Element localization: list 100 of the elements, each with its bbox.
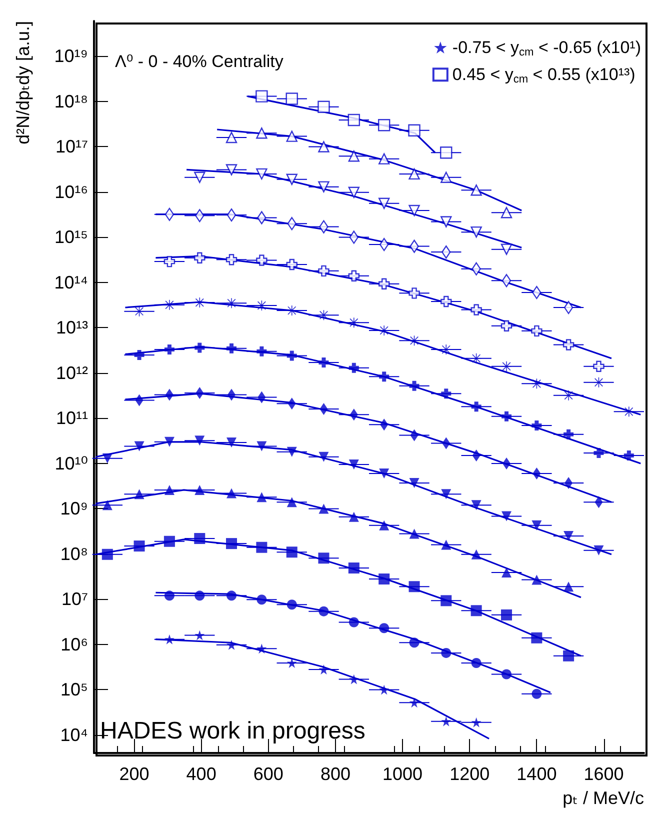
point: [194, 630, 205, 640]
point: [378, 119, 390, 132]
point: [194, 590, 205, 601]
point: [194, 172, 206, 183]
y-tick-label: 10¹¹: [56, 408, 88, 428]
point: [286, 258, 298, 270]
point: [226, 298, 236, 308]
point: [286, 658, 297, 668]
point: [134, 489, 144, 500]
point: [348, 617, 359, 628]
point: [256, 594, 267, 605]
point: [379, 238, 389, 252]
point: [500, 207, 512, 218]
y-tick-label: 10¹³: [56, 318, 88, 338]
point: [563, 650, 574, 662]
point: [379, 372, 390, 382]
point: [348, 150, 360, 162]
x-tick-label: 1200: [450, 764, 490, 784]
point: [378, 278, 390, 290]
y-tick-label: 10¹⁷: [55, 136, 88, 157]
point: [471, 500, 482, 510]
y-tick-label: 10¹⁶: [54, 182, 88, 202]
point: [286, 497, 297, 508]
point: [286, 600, 297, 610]
point: [408, 124, 420, 136]
point: [471, 549, 482, 560]
point: [564, 582, 574, 592]
point: [256, 644, 267, 654]
point: [348, 318, 359, 328]
point: [502, 361, 512, 372]
point: [226, 132, 238, 144]
point: [441, 716, 452, 726]
point: [194, 484, 205, 495]
point: [502, 669, 512, 680]
point: [286, 174, 298, 185]
point: [164, 634, 174, 644]
point: [226, 538, 237, 550]
point: [594, 545, 604, 556]
point: [441, 648, 452, 658]
point: [624, 406, 634, 417]
point: [408, 581, 420, 592]
point: [318, 265, 330, 277]
point: [226, 208, 236, 222]
point: [564, 530, 574, 541]
y-tick-label: 10¹⁸: [54, 91, 88, 112]
point: [410, 240, 419, 253]
point: [624, 450, 634, 461]
point: [378, 574, 390, 584]
point: [409, 380, 420, 391]
point: [318, 358, 329, 368]
point: [226, 590, 236, 601]
y-tick-label: 10¹⁰: [54, 453, 88, 474]
point: [318, 100, 330, 113]
y-tick-label: 10⁷: [61, 589, 88, 610]
point: [409, 638, 420, 648]
point: [194, 298, 205, 308]
point: [470, 184, 482, 196]
point: [134, 306, 144, 316]
point: [256, 127, 268, 139]
point: [471, 353, 482, 364]
point: [286, 350, 297, 361]
text: Λ⁰ - 0 - 40% Centrality: [115, 52, 284, 71]
point: [379, 684, 390, 695]
x-tick-label: 200: [119, 764, 150, 784]
point: [502, 274, 512, 288]
point: [226, 438, 236, 448]
point: [318, 552, 330, 564]
point: [564, 429, 574, 440]
point: [226, 164, 238, 176]
point: [256, 168, 268, 180]
point: [379, 325, 390, 336]
point: [226, 343, 236, 354]
point: [286, 92, 298, 105]
point: [318, 452, 329, 462]
point: [286, 130, 298, 142]
point: [164, 436, 174, 447]
point: [348, 270, 360, 282]
y-axis-title: d²N/dpₜdy [a.u.]: [13, 21, 33, 144]
x-tick-label: 800: [320, 764, 350, 784]
point: [164, 256, 176, 268]
point: [378, 153, 390, 164]
point: [226, 488, 236, 498]
point: [349, 230, 359, 244]
x-tick-label: 1600: [584, 764, 624, 784]
point: [501, 609, 512, 620]
point: [164, 208, 174, 221]
point: [226, 640, 236, 650]
point: [378, 198, 390, 209]
point: [286, 546, 298, 558]
point: [594, 377, 604, 388]
point: [379, 520, 390, 530]
point: [102, 453, 112, 464]
annotation: HADES work in progress: [100, 718, 366, 744]
point: [532, 688, 542, 699]
point: [319, 220, 328, 234]
point: [502, 411, 512, 422]
point: [195, 209, 204, 222]
y-tick-label: 10⁴: [60, 724, 88, 745]
point: [348, 562, 360, 574]
point: [318, 504, 329, 514]
